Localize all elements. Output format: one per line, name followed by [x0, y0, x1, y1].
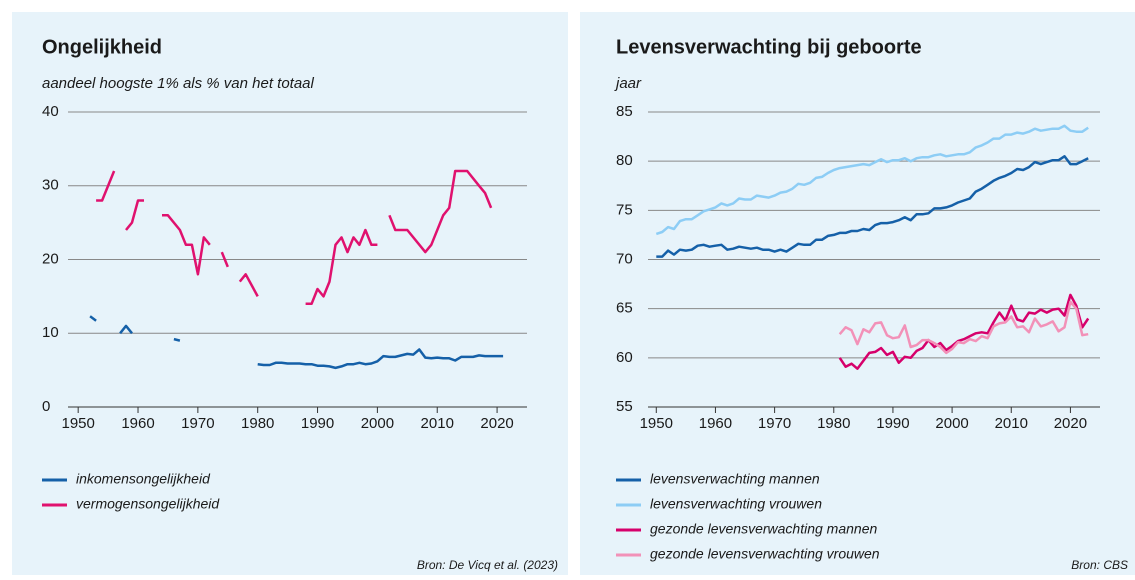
y-tick-label: 80 — [616, 152, 633, 169]
panel — [580, 12, 1135, 575]
series-line — [656, 155, 1089, 258]
source: Bron: CBS — [1071, 558, 1128, 572]
chart-title: Levensverwachting bij geboorte — [616, 36, 922, 58]
x-tick-label: 2010 — [421, 415, 454, 432]
x-tick-label: 1990 — [876, 415, 909, 432]
y-tick-label: 40 — [42, 103, 59, 120]
x-tick-label: 1950 — [640, 415, 673, 432]
x-tick-label: 2020 — [480, 415, 513, 432]
y-tick-label: 85 — [616, 103, 633, 120]
x-tick-label: 1970 — [758, 415, 791, 432]
series-line — [655, 124, 1089, 236]
series-line — [89, 315, 504, 370]
y-tick-label: 60 — [616, 349, 633, 366]
y-tick-label: 70 — [616, 250, 633, 267]
chart-title: Ongelijkheid — [42, 36, 162, 58]
x-tick-label: 2020 — [1054, 415, 1087, 432]
source: Bron: De Vicq et al. (2023) — [417, 558, 558, 572]
x-tick-label: 1980 — [241, 415, 274, 432]
series-line — [838, 293, 1090, 370]
x-tick-label: 1960 — [121, 415, 154, 432]
x-tick-label: 2010 — [995, 415, 1028, 432]
y-tick-label: 30 — [42, 177, 59, 194]
y-tick-label: 20 — [42, 250, 59, 267]
x-tick-label: 1960 — [699, 415, 732, 432]
x-tick-label: 1990 — [301, 415, 334, 432]
subtitle: aandeel hoogste 1% als % van het totaal — [42, 75, 315, 92]
y-tick-label: 55 — [616, 398, 633, 415]
x-tick-label: 1980 — [817, 415, 850, 432]
x-tick-label: 2000 — [361, 415, 394, 432]
legend-label: inkomensongelijkheid — [76, 471, 211, 487]
y-tick-label: 65 — [616, 300, 633, 317]
legend-label: levensverwachting vrouwen — [650, 496, 822, 512]
x-tick-label: 1970 — [181, 415, 214, 432]
legend-label: levensverwachting mannen — [650, 471, 820, 487]
legend-label: gezonde levensverwachting mannen — [650, 521, 877, 537]
x-tick-label: 2000 — [935, 415, 968, 432]
series-line — [838, 300, 1089, 355]
legend-label: gezonde levensverwachting vrouwen — [650, 546, 880, 562]
panel — [12, 12, 568, 575]
y-tick-label: 10 — [42, 324, 59, 341]
y-tick-label: 0 — [42, 398, 50, 415]
legend-label: vermogensongelijkheid — [76, 496, 220, 512]
x-tick-label: 1950 — [61, 415, 94, 432]
y-tick-label: 75 — [616, 201, 633, 218]
subtitle: jaar — [614, 75, 642, 92]
series-line — [96, 169, 493, 306]
